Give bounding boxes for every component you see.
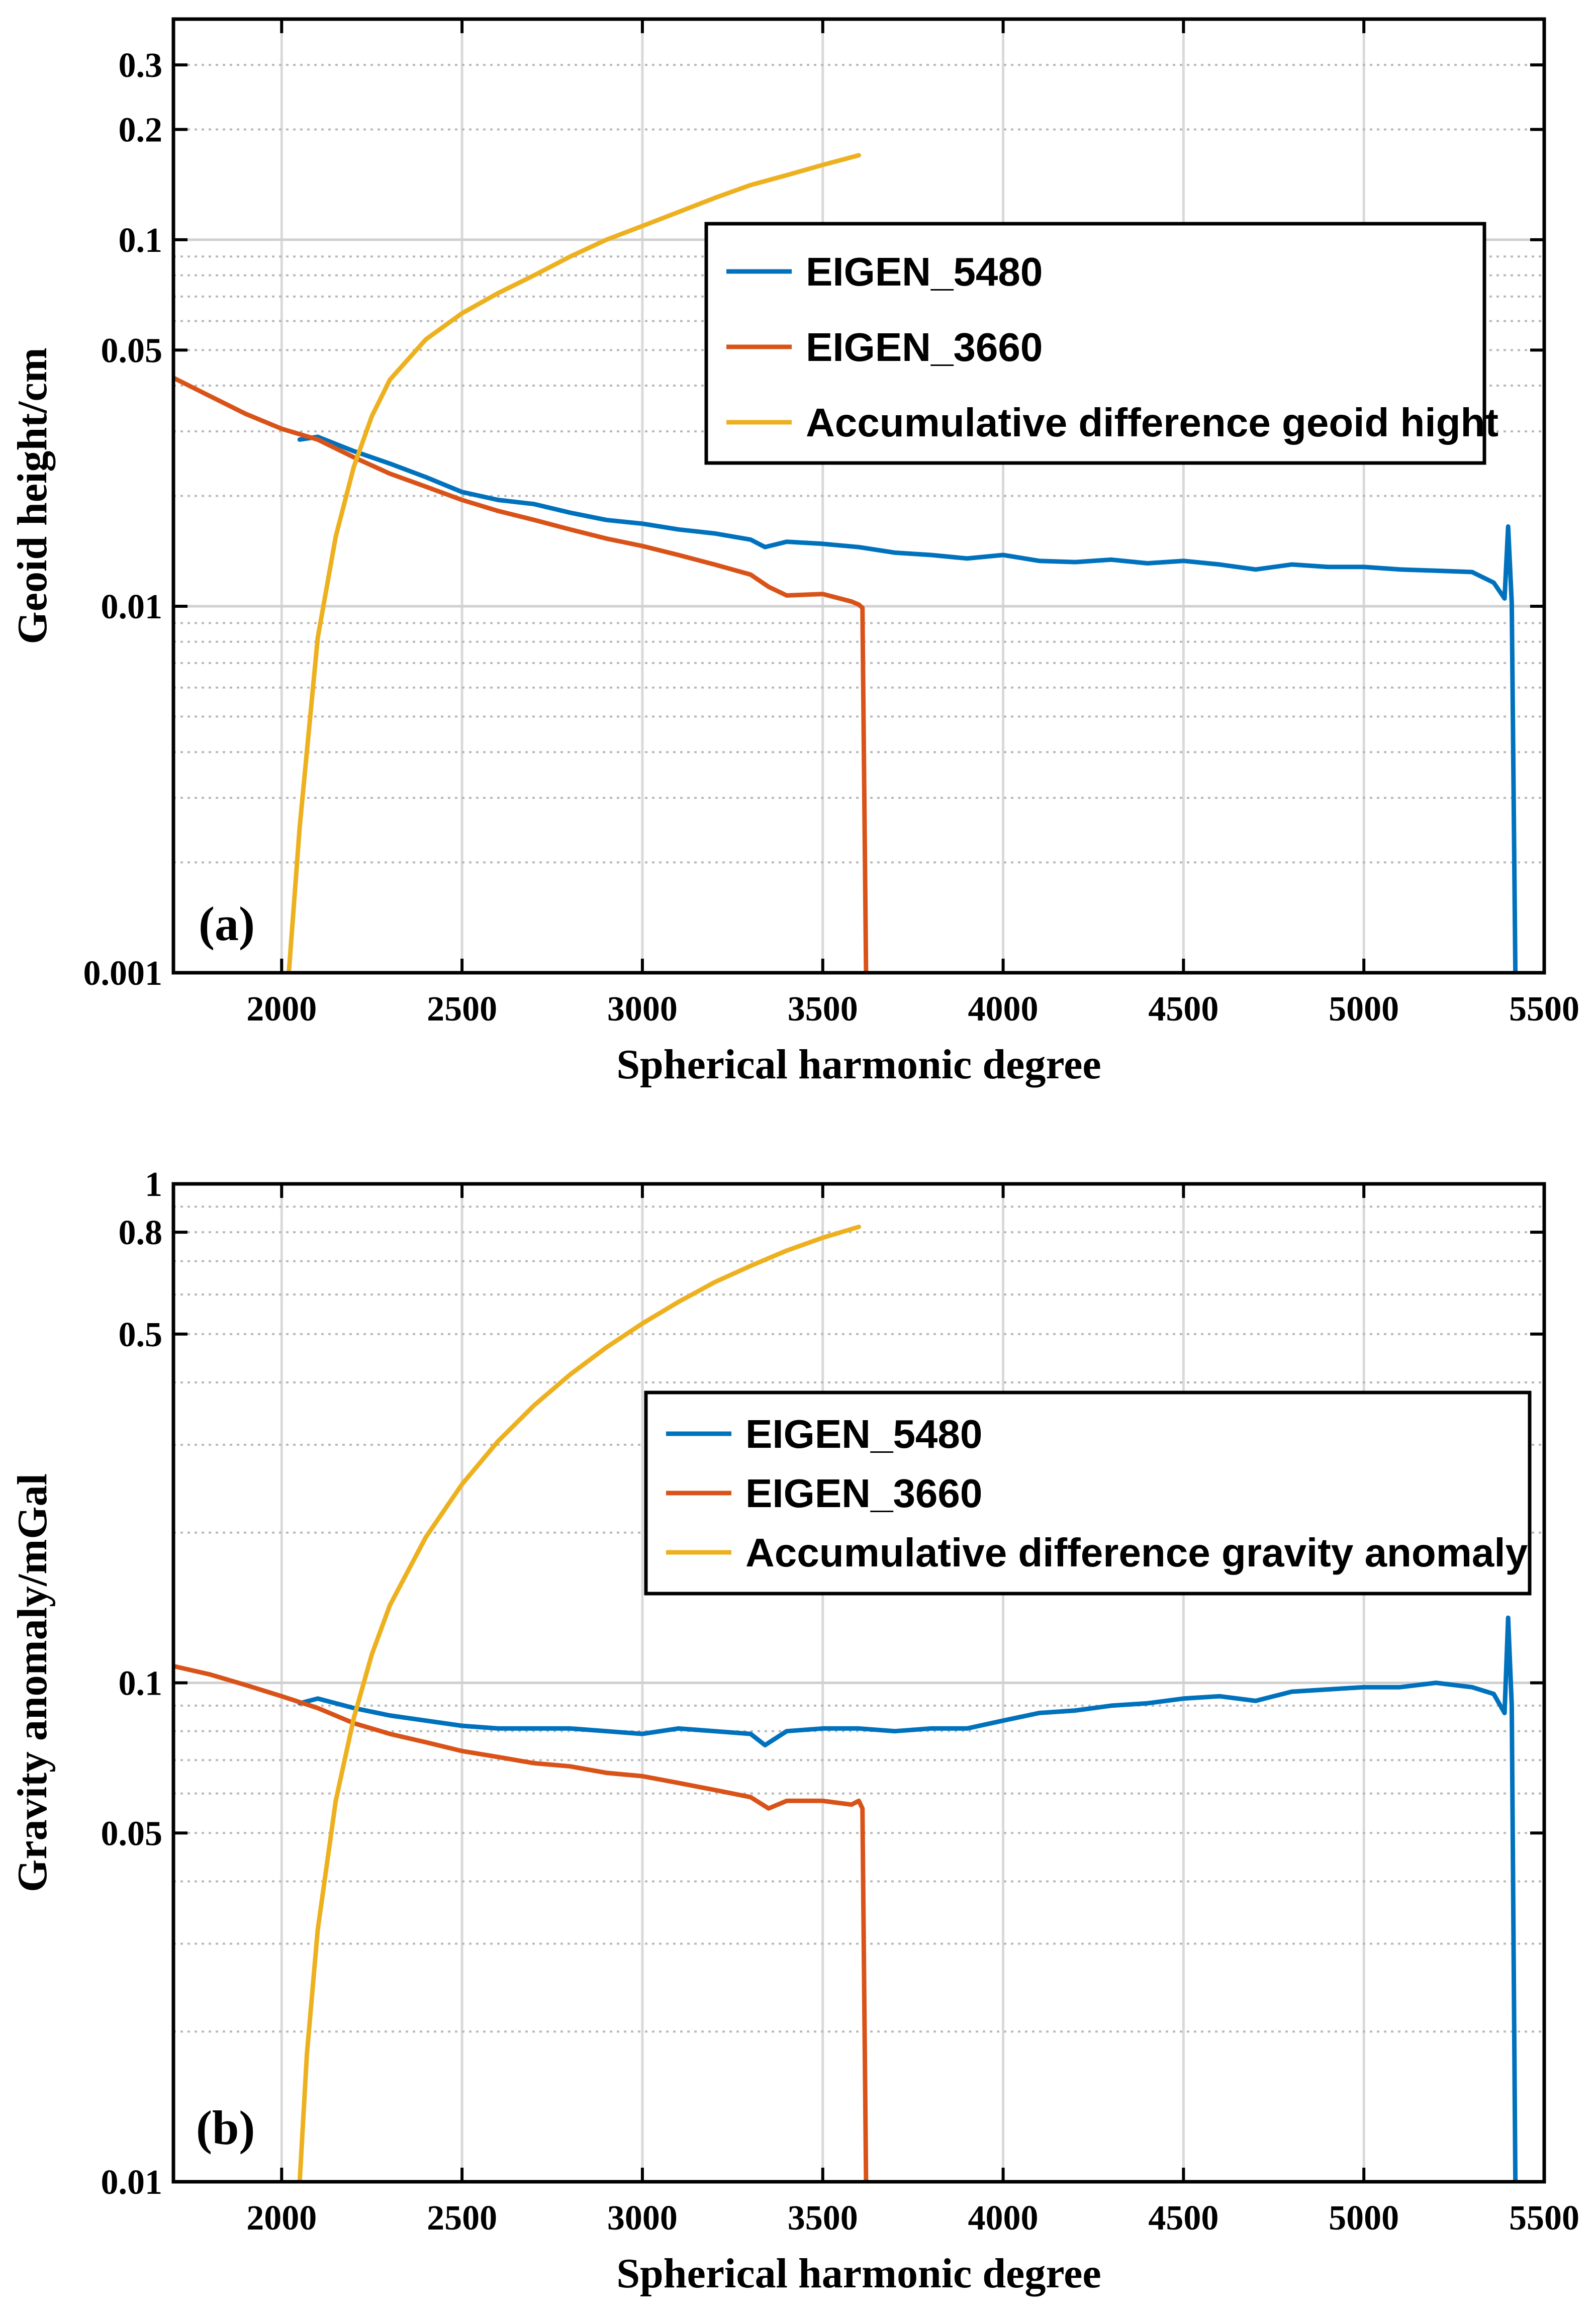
y-tick-label: 0.2 [119,111,163,149]
y-tick-label: 0.05 [101,331,163,370]
chart-panel-b: 2000 2500 3000 3500 4000 4500 5000 5500 0.01 0.05… [9,1165,1579,2297]
panel-label: (b) [196,2101,255,2155]
x-tick-label: 3500 [788,2199,858,2238]
x-tick-label: 4000 [968,990,1039,1029]
y-tick-label: 0.01 [101,588,163,626]
legend: EIGEN_5480 EIGEN_3660 Accumulative differe… [644,1390,1532,1596]
chart-panel-a: 2000 2500 3000 3500 4000 4500 5000 5500 0.001 0.0… [9,17,1579,1088]
x-axis-label: Spherical harmonic degree [616,2250,1101,2297]
x-tick-label: 4000 [968,2199,1039,2238]
legend-entry-label: EIGEN_3660 [806,325,1043,369]
x-tick-label: 4500 [1148,990,1218,1029]
y-axis-label: Geoid height/cm [9,347,56,644]
series-line-accumulative-difference-gravity-anomaly [297,1225,861,2182]
series-line-eigen-3660 [173,376,869,973]
x-tick-label: 5000 [1329,2199,1399,2238]
x-tick-label: 5000 [1329,990,1399,1029]
x-axis-label: Spherical harmonic degree [616,1041,1101,1088]
series-line-accumulative-difference-geoid-hight [287,153,861,973]
y-tick-label: 0.5 [119,1316,163,1354]
series-group [173,153,1518,973]
x-tick-label: 3000 [607,990,678,1029]
legend-box [704,222,1486,465]
x-tick-label: 3000 [607,2199,678,2238]
legend-entry-label: EIGEN_5480 [745,1412,982,1456]
series-line-eigen-3660 [173,1663,869,2182]
y-tick-label: 0.01 [101,2163,163,2202]
axes-box [171,17,1546,975]
y-tick-label: 0.05 [101,1814,163,1853]
x-tick-label: 2000 [246,990,317,1029]
x-tick-label: 5500 [1509,990,1579,1029]
legend-box [644,1390,1532,1596]
x-tick-label: 2000 [246,2199,317,2238]
legend-entry-label: EIGEN_3660 [745,1471,982,1516]
x-tick-label: 5500 [1509,2199,1579,2238]
panel-label: (a) [199,897,255,951]
legend-entry-label: Accumulative difference geoid hight [806,400,1498,445]
y-tick-label: 0.3 [119,46,163,85]
legend-entry-label: Accumulative difference gravity anomaly [745,1530,1528,1575]
legend-entry-label: EIGEN_5480 [806,249,1043,294]
legend: EIGEN_5480 EIGEN_3660 Accumulative differe… [704,222,1498,465]
y-tick-label: 0.1 [119,221,163,260]
x-tick-label: 2500 [427,990,497,1029]
x-tick-label: 4500 [1148,2199,1218,2238]
y-tick-label: 0.8 [119,1214,163,1252]
series-group [173,1225,1518,2182]
y-tick-label: 0.1 [119,1664,163,1703]
y-tick-label: 1 [145,1165,162,1204]
series-line-eigen-5480 [297,1615,1518,2182]
y-tick-label: 0.001 [83,954,163,993]
x-tick-label: 3500 [788,990,858,1029]
series-line-eigen-5480 [297,434,1518,973]
y-axis-label: Gravity anomaly/mGal [9,1473,56,1892]
x-tick-label: 2500 [427,2199,497,2238]
